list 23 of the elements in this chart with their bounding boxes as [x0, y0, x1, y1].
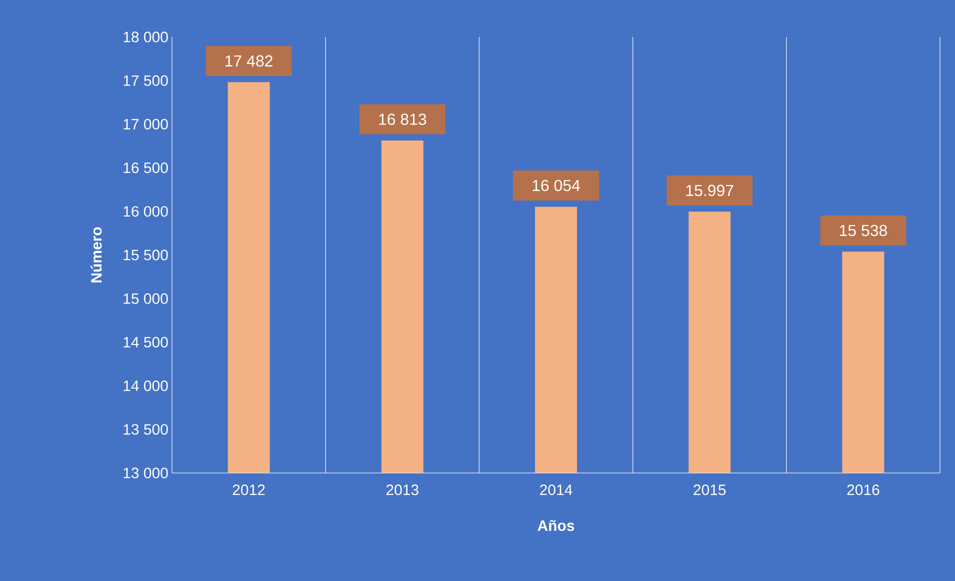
- data-label: 16 813: [379, 114, 426, 125]
- y-tick-label: 18 000: [124, 32, 168, 42]
- x-tick-label: 2016: [847, 484, 880, 496]
- data-label: 17 482: [226, 55, 272, 67]
- y-axis-title: Número: [90, 227, 102, 282]
- y-tick-label: 15 000: [124, 293, 168, 304]
- y-tick-label: 16 000: [124, 206, 168, 217]
- x-axis-title: Años: [538, 520, 574, 531]
- y-tick-label: 17 500: [124, 75, 168, 86]
- y-tick-label: 15 500: [124, 250, 168, 260]
- y-tick-label: 17 000: [124, 118, 168, 130]
- y-tick-label: 14 500: [124, 336, 168, 348]
- x-tick-label: 2012: [232, 484, 265, 496]
- data-label: 16 054: [532, 180, 580, 192]
- y-tick-label: 16 500: [124, 162, 168, 174]
- data-label: 15 538: [840, 224, 887, 236]
- y-tick-label: 13 000: [124, 468, 168, 478]
- x-tick-label: 2015: [694, 484, 726, 496]
- y-tick-label: 13 500: [124, 424, 168, 435]
- y-tick-label: 14 000: [124, 380, 168, 392]
- x-tick-label: 2014: [540, 484, 572, 496]
- x-tick-label: 2013: [386, 484, 418, 496]
- data-label: 15.997: [686, 184, 734, 196]
